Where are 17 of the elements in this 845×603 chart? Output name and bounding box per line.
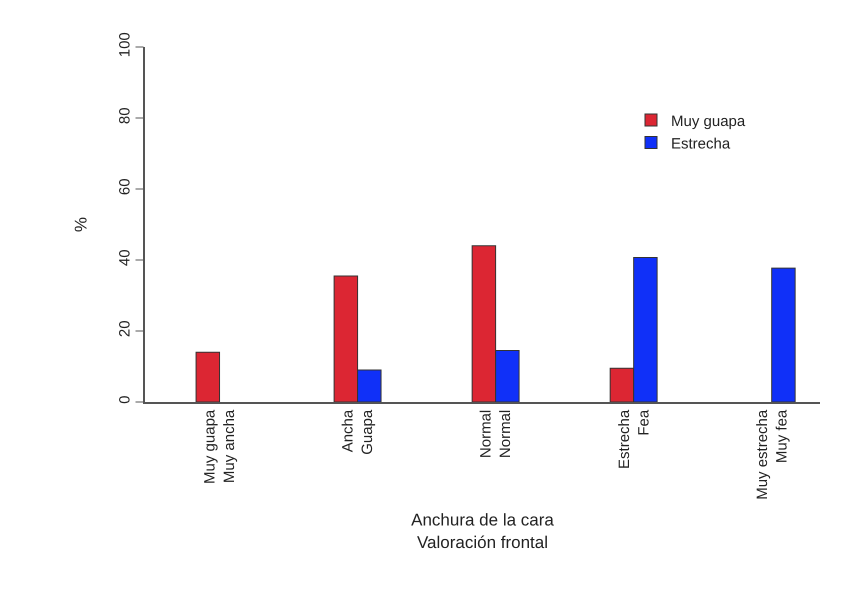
bar <box>196 352 220 402</box>
y-tick-label: 0 <box>116 396 134 404</box>
y-tick-label: 60 <box>116 178 134 196</box>
bar <box>771 268 796 402</box>
x-tick-label: Muy guapa Muy ancha <box>202 409 238 484</box>
y-tick-label: 20 <box>116 320 134 338</box>
x-tick-label: Ancha Guapa <box>340 409 376 455</box>
y-tick-label: 100 <box>116 32 134 58</box>
x-tick-label: Muy estrecha Muy fea <box>754 409 790 500</box>
legend-label: Muy guapa <box>671 112 746 130</box>
x-tick-label: Normal Normal <box>478 410 514 458</box>
x-tick-label: Estrecha Fea <box>616 409 652 469</box>
y-tick-label: 40 <box>116 249 134 266</box>
legend-label: Estrecha <box>671 135 731 152</box>
y-axis-title: % <box>71 216 90 232</box>
x-axis-title: Anchura de la cara Valoración frontal <box>411 510 554 552</box>
y-tick-label: 80 <box>116 107 134 124</box>
